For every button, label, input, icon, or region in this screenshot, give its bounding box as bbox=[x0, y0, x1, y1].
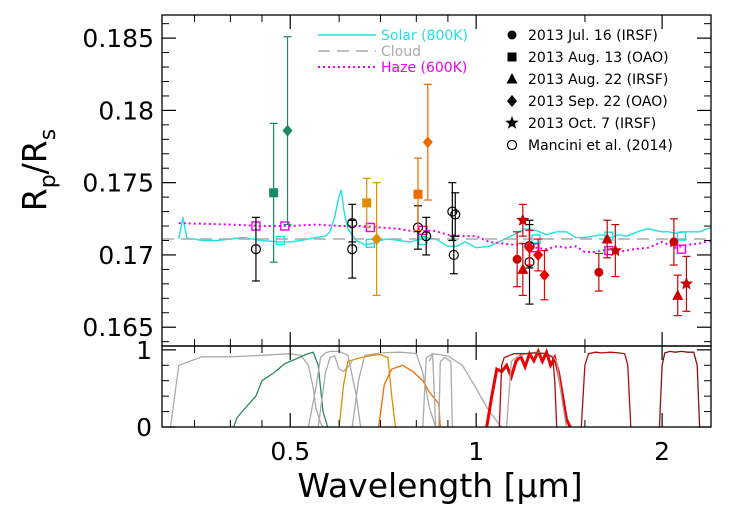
legend-label: Cloud bbox=[381, 44, 421, 60]
filter-curve bbox=[307, 350, 362, 427]
legend-label: 2013 Oct. 7 (IRSF) bbox=[528, 116, 656, 132]
data-point-open-circle bbox=[347, 218, 358, 229]
data-point-square bbox=[413, 189, 423, 199]
data-point-open-circle bbox=[250, 244, 262, 255]
filter-curve bbox=[580, 351, 632, 427]
data-point-star bbox=[679, 276, 694, 290]
legend-label: Haze (600K) bbox=[381, 60, 467, 76]
main-panel bbox=[162, 36, 711, 317]
model-curve-haze-600k- bbox=[178, 222, 711, 254]
filter-curve bbox=[422, 352, 437, 427]
legend-label: 2013 Jul. 16 (IRSF) bbox=[528, 28, 658, 44]
data-point-open-circle bbox=[450, 209, 461, 220]
filter-transmission-panel bbox=[169, 347, 701, 427]
data-point-triangle bbox=[672, 289, 684, 300]
binned-model-point bbox=[280, 221, 290, 231]
bottom-y-tick-label: 1 bbox=[136, 336, 152, 365]
y-axis-title-sub-p: p bbox=[36, 174, 61, 188]
binned-model-point bbox=[676, 231, 687, 241]
data-point-diamond bbox=[533, 248, 544, 261]
data-point-circle bbox=[512, 254, 522, 264]
legend-label: 2013 Aug. 13 (OAO) bbox=[528, 50, 669, 66]
x-tick-label: 2 bbox=[654, 437, 670, 466]
x-tick-label: 1 bbox=[468, 437, 484, 466]
y-axis-title-r: R bbox=[15, 188, 54, 211]
filter-curve bbox=[169, 353, 324, 427]
data-point-triangle bbox=[517, 263, 529, 274]
legend-label: Mancini et al. (2014) bbox=[528, 138, 673, 154]
legend-label: 2013 Sep. 22 (OAO) bbox=[528, 94, 668, 110]
bottom-y-tick-label: 0 bbox=[136, 413, 152, 442]
data-point-diamond bbox=[371, 233, 382, 246]
x-tick-label: 0.5 bbox=[270, 437, 310, 466]
legend-marker-square bbox=[507, 52, 517, 62]
y-tick-label: 0.165 bbox=[82, 313, 154, 342]
legend-label: Solar (800K) bbox=[381, 28, 468, 44]
data-point-open-circle bbox=[447, 206, 458, 217]
binned-model-point bbox=[365, 238, 376, 249]
data-point-diamond bbox=[524, 241, 535, 254]
legend-marker-diamond bbox=[507, 95, 517, 107]
axes: 0.5 1 2 0.165 0.17 0.175 0.18 0.185 0 1 bbox=[82, 14, 712, 466]
filter-curve bbox=[338, 353, 397, 427]
y-tick-label: 0.175 bbox=[82, 169, 154, 198]
data-point-diamond bbox=[422, 136, 433, 149]
y-tick-label: 0.17 bbox=[98, 241, 154, 270]
filter-curve bbox=[438, 356, 453, 427]
data-point-circle bbox=[594, 267, 604, 277]
y-axis-title-sub-s: s bbox=[36, 129, 61, 140]
x-axis-title: Wavelength [μm] bbox=[297, 466, 582, 505]
y-tick-label: 0.18 bbox=[98, 96, 154, 125]
y-axis-title-slash-r: /R bbox=[15, 140, 54, 174]
data-point-star bbox=[516, 213, 530, 226]
data-point-triangle bbox=[601, 233, 613, 244]
y-axis-title: Rp/Rs bbox=[15, 129, 61, 211]
data-point-open-circle bbox=[347, 244, 358, 255]
filter-curve bbox=[351, 351, 437, 427]
binned-model-point bbox=[676, 244, 687, 254]
data-point-open-circle bbox=[421, 231, 432, 242]
filter-curve bbox=[428, 352, 503, 427]
bottom-plot-frame bbox=[161, 345, 712, 428]
legend-marker-open-circle bbox=[506, 139, 518, 151]
legend-marker-star bbox=[505, 116, 519, 129]
data-point-diamond bbox=[539, 269, 550, 282]
filter-curve bbox=[498, 352, 558, 427]
filter-curve bbox=[377, 364, 441, 427]
binned-model-point bbox=[275, 235, 286, 246]
data-point-star bbox=[608, 243, 622, 257]
data-point-square bbox=[269, 188, 279, 198]
data-point-diamond bbox=[282, 124, 293, 137]
filter-curve bbox=[658, 350, 701, 427]
data-point-square bbox=[362, 198, 372, 208]
data-point-open-circle bbox=[448, 249, 459, 261]
filter-curve bbox=[233, 351, 329, 427]
y-tick-label: 0.185 bbox=[82, 24, 154, 53]
legend-marker-circle bbox=[507, 30, 517, 40]
legend-label: 2013 Aug. 22 (IRSF) bbox=[528, 72, 668, 88]
legend-marker-triangle bbox=[506, 73, 518, 84]
data-point-circle bbox=[669, 237, 679, 247]
